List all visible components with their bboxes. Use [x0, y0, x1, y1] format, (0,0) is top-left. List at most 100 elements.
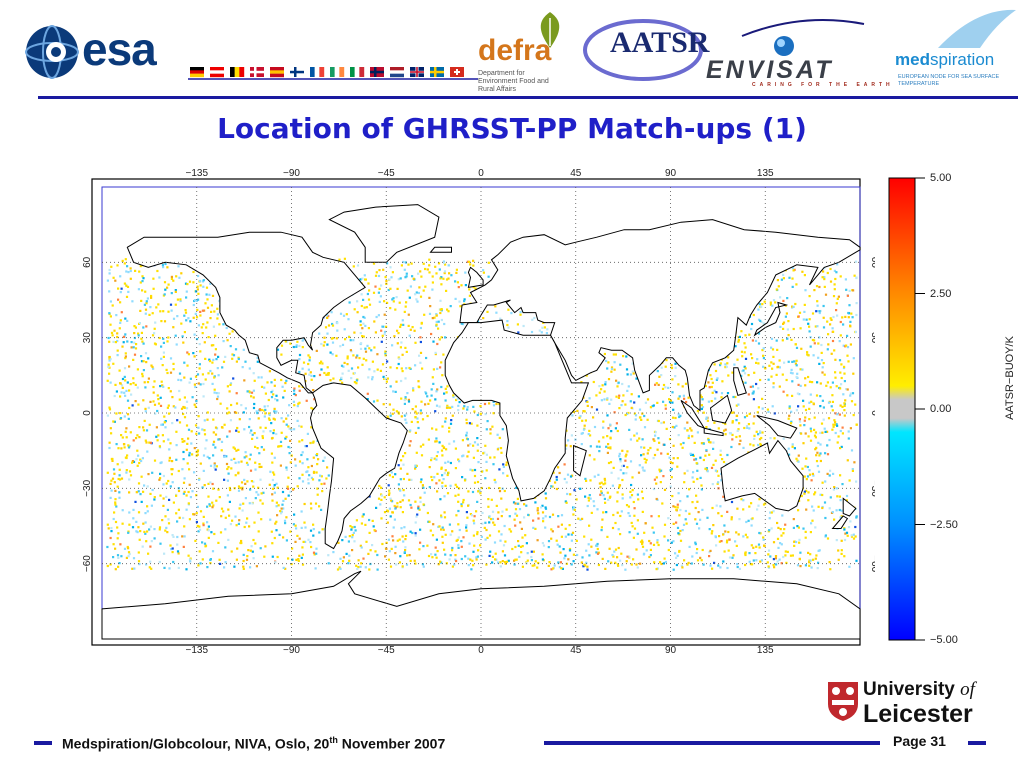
match-up-point: [143, 419, 146, 422]
match-up-point: [772, 564, 775, 567]
match-up-point: [834, 376, 837, 379]
match-up-point: [411, 408, 414, 411]
match-up-point: [321, 362, 324, 365]
match-up-point: [719, 505, 722, 508]
match-up-point: [284, 522, 287, 525]
match-up-point: [786, 337, 789, 340]
match-up-point: [699, 556, 702, 559]
match-up-point: [776, 560, 779, 563]
match-up-point: [214, 353, 217, 356]
match-up-point: [447, 277, 450, 280]
match-up-point: [136, 449, 139, 452]
match-up-point: [509, 530, 513, 533]
match-up-point: [802, 527, 805, 530]
match-up-point: [692, 471, 695, 474]
match-up-point: [404, 346, 407, 349]
match-up-point: [715, 504, 718, 507]
match-up-point: [273, 407, 276, 410]
match-up-point: [440, 385, 443, 389]
match-up-point: [455, 514, 458, 517]
match-up-point: [720, 479, 723, 482]
match-up-point: [237, 356, 240, 359]
match-up-point: [131, 526, 135, 529]
match-up-point: [396, 329, 399, 332]
match-up-point: [151, 471, 154, 474]
match-up-point: [674, 366, 677, 369]
match-up-point: [120, 434, 123, 437]
match-up-point: [257, 493, 260, 496]
match-up-point: [694, 518, 697, 521]
match-up-point: [444, 336, 447, 339]
match-up-point: [111, 477, 115, 480]
match-up-point: [115, 412, 118, 415]
match-up-point: [826, 537, 830, 540]
match-up-point: [232, 377, 235, 380]
match-up-point: [457, 493, 460, 496]
match-up-point: [366, 292, 369, 296]
match-up-point: [151, 334, 155, 337]
match-up-point: [691, 555, 694, 558]
match-up-point: [454, 554, 457, 557]
match-up-point: [314, 567, 317, 570]
match-up-point: [847, 316, 850, 319]
match-up-point: [407, 324, 410, 327]
match-up-point: [428, 486, 431, 489]
match-up-point: [152, 391, 155, 394]
match-up-point: [540, 506, 543, 509]
match-up-point: [127, 446, 131, 449]
match-up-point: [471, 469, 474, 472]
match-up-point: [770, 361, 773, 364]
match-up-point: [183, 525, 186, 528]
match-up-point: [839, 371, 842, 374]
match-up-point: [484, 413, 487, 416]
match-up-point: [137, 490, 140, 493]
match-up-point: [550, 537, 553, 540]
match-up-point: [588, 454, 591, 457]
match-up-point: [774, 557, 777, 560]
match-up-point: [185, 400, 189, 403]
match-up-point: [188, 483, 191, 486]
match-up-point: [632, 558, 635, 561]
match-up-point: [731, 556, 734, 559]
match-up-point: [252, 480, 255, 483]
match-up-point: [114, 520, 118, 524]
match-up-point: [134, 347, 138, 350]
match-up-point: [723, 524, 726, 527]
match-up-point: [816, 325, 819, 328]
match-up-point: [584, 495, 587, 498]
match-up-point: [571, 531, 575, 534]
match-up-point: [846, 346, 850, 349]
match-up-point: [217, 541, 220, 544]
match-up-point: [261, 435, 264, 438]
match-up-point: [559, 551, 562, 554]
match-up-point: [607, 378, 611, 381]
match-up-point: [273, 491, 276, 494]
match-up-point: [364, 350, 368, 353]
match-up-point: [159, 472, 162, 475]
match-up-point: [226, 339, 229, 342]
match-up-point: [399, 325, 402, 328]
match-up-point: [460, 284, 463, 287]
match-up-point: [203, 341, 206, 344]
match-up-point: [772, 541, 776, 544]
match-up-point: [448, 272, 451, 275]
match-up-point: [639, 416, 642, 419]
match-up-point: [496, 448, 499, 451]
match-up-point: [611, 553, 614, 557]
match-up-point: [386, 415, 389, 418]
match-up-point: [599, 493, 602, 496]
match-up-point: [204, 357, 207, 360]
match-up-point: [332, 377, 335, 380]
match-up-point: [113, 329, 116, 332]
match-up-point: [400, 415, 403, 418]
match-up-point: [250, 480, 253, 483]
match-up-point: [480, 486, 483, 490]
match-up-point: [310, 464, 313, 468]
match-up-point: [382, 403, 385, 406]
match-up-point: [454, 297, 457, 300]
match-up-point: [217, 374, 220, 377]
match-up-point: [405, 272, 408, 275]
match-up-point: [472, 444, 475, 447]
match-up-point: [778, 558, 781, 561]
match-up-point: [473, 468, 477, 472]
